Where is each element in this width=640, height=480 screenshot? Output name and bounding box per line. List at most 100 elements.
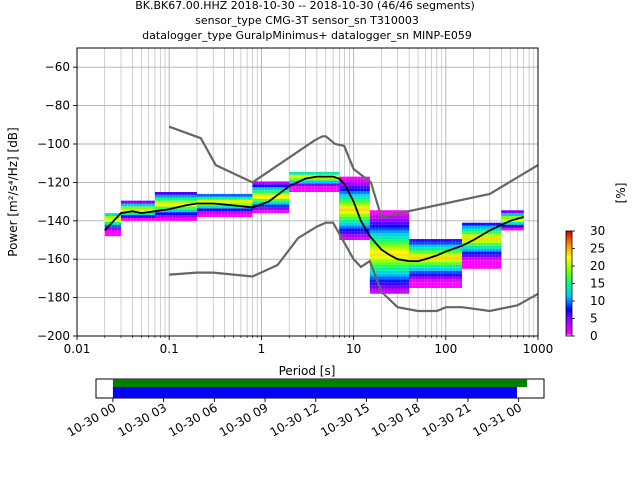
histogram-cell xyxy=(406,239,410,242)
histogram-cell xyxy=(381,253,385,257)
histogram-cell xyxy=(406,256,410,260)
histogram-cell xyxy=(258,198,262,202)
histogram-cell xyxy=(372,244,376,248)
histogram-cell xyxy=(449,241,453,245)
histogram-cell xyxy=(366,202,370,206)
histogram-cell xyxy=(104,230,109,234)
histogram-cell xyxy=(440,256,444,260)
histogram-cell xyxy=(181,206,185,210)
histogram-cell xyxy=(342,237,346,240)
y-tick-label: −200 xyxy=(37,329,70,343)
histogram-cell xyxy=(289,186,293,190)
histogram-cell xyxy=(489,240,493,243)
histogram-cell xyxy=(372,262,376,265)
histogram-cell xyxy=(276,198,280,202)
histogram-cell xyxy=(381,250,385,254)
histogram-cell xyxy=(360,225,364,229)
histogram-cell xyxy=(314,189,318,192)
histogram-cell xyxy=(127,200,131,204)
histogram-cell xyxy=(273,181,277,185)
histogram-cell xyxy=(489,222,493,226)
histogram-cell xyxy=(427,279,431,283)
histogram-cell xyxy=(449,264,453,268)
histogram-cell xyxy=(209,214,213,217)
histogram-cell xyxy=(295,177,299,181)
histogram-cell xyxy=(400,247,404,251)
histogram-cell xyxy=(452,285,456,288)
histogram-cell xyxy=(495,263,499,266)
histogram-cell xyxy=(390,279,395,283)
histogram-cell xyxy=(283,195,287,199)
histogram-cell xyxy=(474,228,478,232)
histogram-cell xyxy=(430,279,435,283)
histogram-cell xyxy=(424,259,428,263)
histogram-cell xyxy=(403,276,407,280)
histogram-cell xyxy=(243,199,247,203)
histogram-cell xyxy=(427,282,431,286)
histogram-cell xyxy=(351,185,355,189)
histogram-cell xyxy=(295,171,299,175)
histogram-cell xyxy=(345,199,349,203)
histogram-cell xyxy=(520,210,524,214)
histogram-cell xyxy=(227,214,231,217)
histogram-cell xyxy=(424,247,428,251)
histogram-cell xyxy=(154,215,158,218)
histogram-cell xyxy=(342,191,346,194)
histogram-cell xyxy=(449,273,453,277)
histogram-cell xyxy=(495,228,499,232)
histogram-cell xyxy=(320,171,324,175)
histogram-cell xyxy=(295,183,299,187)
histogram-cell xyxy=(111,221,115,225)
histogram-cell xyxy=(443,276,447,280)
histogram-cell xyxy=(369,221,373,225)
histogram-cell xyxy=(517,213,521,216)
histogram-cell xyxy=(142,215,146,218)
histogram-cell xyxy=(145,215,149,218)
histogram-cell xyxy=(452,270,456,274)
histogram-cell xyxy=(387,279,391,283)
histogram-cell xyxy=(264,187,268,191)
histogram-cell xyxy=(264,207,268,211)
histogram-cell xyxy=(369,241,373,245)
histogram-cell xyxy=(145,203,149,207)
histogram-cell xyxy=(360,182,364,186)
histogram-cell xyxy=(298,171,302,175)
histogram-cell xyxy=(495,251,499,255)
histogram-cell xyxy=(397,233,401,237)
nhnm-line xyxy=(168,125,538,219)
histogram-cell xyxy=(252,207,256,211)
histogram-cell xyxy=(273,210,277,214)
histogram-cell xyxy=(390,290,395,294)
y-axis: −60−80−100−120−140−160−180−200 xyxy=(37,60,77,343)
histogram-cell xyxy=(406,230,410,234)
histogram-cell xyxy=(184,217,188,221)
histogram-cell xyxy=(449,267,453,271)
histogram-cell xyxy=(477,265,481,269)
histogram-cell xyxy=(434,273,438,277)
histogram-cell xyxy=(443,253,447,257)
histogram-cell xyxy=(117,216,121,219)
histogram-cell xyxy=(307,171,312,175)
histogram-cell xyxy=(474,265,478,269)
histogram-cell xyxy=(178,197,182,201)
histogram-cell xyxy=(421,256,425,260)
histogram-cell xyxy=(243,214,247,217)
histogram-cell xyxy=(108,233,112,237)
histogram-cell xyxy=(387,247,391,251)
histogram-cell xyxy=(449,244,453,248)
histogram-cell xyxy=(317,186,321,190)
histogram-cell xyxy=(348,208,352,212)
histogram-cell xyxy=(421,262,425,265)
histogram-cell xyxy=(246,211,250,215)
histogram-cell xyxy=(154,197,158,201)
y-axis-label: Power [m²/s⁴/Hz] [dB] xyxy=(6,127,20,256)
histogram-cell xyxy=(339,182,343,186)
histogram-cell xyxy=(351,176,355,180)
histogram-cell xyxy=(117,221,121,225)
histogram-cell xyxy=(468,265,472,269)
histogram-cell xyxy=(292,189,296,192)
histogram-cell xyxy=(111,227,115,231)
histogram-cell xyxy=(237,205,241,209)
histogram-cell xyxy=(458,250,463,254)
histogram-cell xyxy=(372,247,376,251)
